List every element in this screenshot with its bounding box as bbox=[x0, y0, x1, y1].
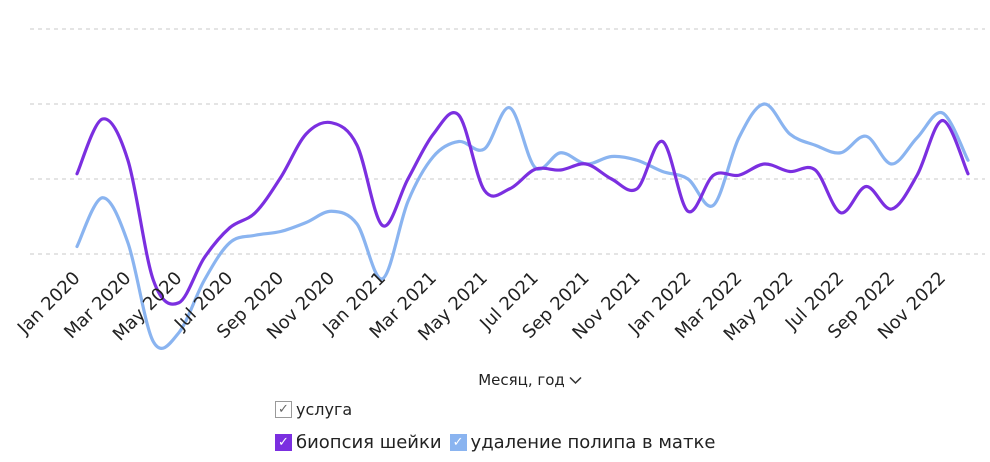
legend-item-polyp[interactable]: ✓ удаление полипа в матке bbox=[449, 432, 716, 453]
gridlines bbox=[30, 28, 985, 255]
series-lines bbox=[75, 102, 970, 350]
chevron-down-icon[interactable] bbox=[569, 374, 582, 389]
series-line-biopsy[interactable] bbox=[75, 111, 970, 306]
legend-header-checkbox[interactable]: ✓ bbox=[275, 401, 292, 418]
series-line-polyp[interactable] bbox=[75, 102, 970, 350]
legend-checkbox-polyp[interactable]: ✓ bbox=[449, 434, 467, 451]
legend-label-biopsy: биопсия шейки bbox=[296, 432, 442, 453]
x-axis-title[interactable]: Месяц, год bbox=[0, 371, 990, 389]
legend-item-biopsy[interactable]: ✓ биопсия шейки bbox=[275, 432, 442, 453]
legend-checkbox-biopsy[interactable]: ✓ bbox=[275, 434, 292, 451]
legend-header[interactable]: ✓ услуга bbox=[275, 400, 352, 419]
legend-label-polyp: удаление полипа в матке bbox=[470, 432, 716, 453]
x-axis-title-text: Месяц, год bbox=[478, 371, 565, 389]
check-icon: ✓ bbox=[452, 435, 464, 450]
legend: ✓ биопсия шейки ✓ удаление полипа в матк… bbox=[275, 432, 723, 453]
check-icon: ✓ bbox=[278, 402, 289, 417]
legend-header-label: услуга bbox=[296, 400, 353, 419]
check-icon: ✓ bbox=[278, 435, 289, 450]
